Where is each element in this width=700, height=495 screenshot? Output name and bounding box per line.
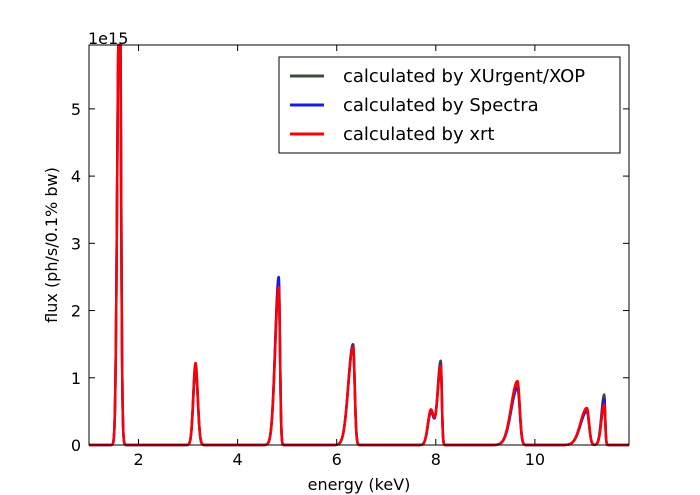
- y-tick-label: 0: [71, 436, 81, 455]
- plot-area-border: [88, 44, 630, 446]
- x-tick-label: 4: [233, 450, 243, 469]
- y-axis-label: flux (ph/s/0.1% bw): [42, 167, 61, 323]
- y-tick-label: 2: [71, 302, 81, 321]
- x-tick-label: 10: [525, 450, 545, 469]
- legend: calculated by XUrgent/XOP calculated by S…: [278, 56, 621, 154]
- legend-label-2: calculated by Spectra: [343, 95, 539, 116]
- x-axis-label: energy (keV): [308, 475, 411, 494]
- y-tick-label: 4: [71, 167, 81, 186]
- y-tick-label: 3: [71, 234, 81, 253]
- x-tick-label: 6: [332, 450, 342, 469]
- y-tick-label: 5: [71, 100, 81, 119]
- x-tick-label: 2: [133, 450, 143, 469]
- x-tick-label: 8: [431, 450, 441, 469]
- legend-label-1: calculated by XUrgent/XOP: [343, 66, 585, 87]
- y-offset-text: 1e15: [88, 29, 128, 48]
- legend-box: [278, 56, 621, 154]
- legend-label-3: calculated by xrt: [343, 124, 494, 145]
- y-tick-label: 1: [71, 369, 81, 388]
- tick-layer: 2 4 6 8 10 0 1 2 3 4 5: [71, 45, 629, 469]
